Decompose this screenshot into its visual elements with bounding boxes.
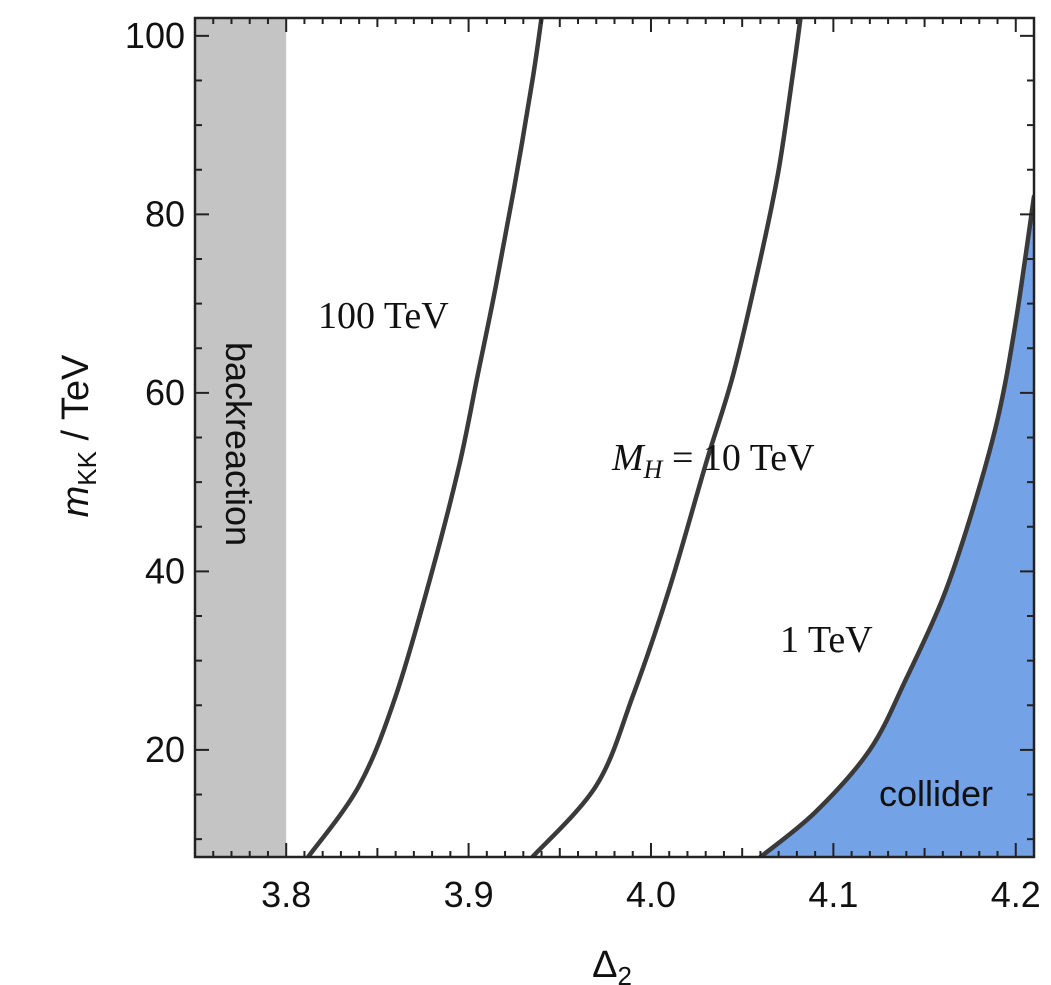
line-label-1-tev-unit: TeV: [808, 619, 873, 661]
y-tick-label-20: 20: [145, 729, 185, 770]
x-axis-title: Δ2: [592, 944, 632, 985]
y-axis-title-sub: KK: [72, 450, 102, 485]
y-axis-title: mKK / TeV: [55, 354, 102, 517]
backreaction-label: backreaction: [218, 342, 259, 546]
line-label-100-tev-unit: TeV: [384, 295, 449, 337]
line-label-10-tev-symbol: M: [611, 437, 646, 479]
x-tick-label-4-1: 4.1: [808, 874, 858, 915]
collider-label: collider: [879, 773, 993, 814]
x-axis-title-main: Δ: [592, 944, 617, 985]
axis-ticks: [194, 18, 1035, 857]
y-tick-label-60: 60: [145, 372, 185, 413]
y-tick-label-100: 100: [125, 15, 185, 56]
x-tick-label-4-0: 4.0: [626, 874, 676, 915]
line-label-10-tev-value: 10: [703, 437, 741, 479]
y-axis-title-main: m: [55, 486, 97, 518]
contour-line-10-tev: [530, 18, 803, 857]
line-label-10-tev-subscript: H: [643, 455, 664, 484]
backreaction-region: [195, 18, 287, 857]
x-axis-title-sub: 2: [617, 961, 631, 985]
y-axis-title-rest: / TeV: [55, 354, 97, 451]
line-label-100-tev-value: 100: [318, 295, 375, 337]
line-label-100-tev: 100 TeV: [318, 295, 449, 337]
line-label-10-tev-unit: TeV: [750, 437, 815, 479]
line-label-10-tev: MH = 10 TeV: [611, 437, 815, 487]
contour-line-100-tev: [305, 18, 544, 857]
contour-lines: [305, 18, 1034, 857]
line-label-1-tev-value: 1: [780, 619, 799, 661]
collider-region: [760, 196, 1034, 857]
y-tick-label-80: 80: [145, 193, 185, 234]
contour-line-1-tev: [758, 194, 1034, 857]
x-tick-label-3-8: 3.8: [261, 874, 311, 915]
x-tick-label-4-2: 4.2: [991, 874, 1041, 915]
x-tick-label-3-9: 3.9: [444, 874, 494, 915]
line-label-10-tev-equals: =: [672, 437, 693, 479]
shaded-regions: [195, 18, 1034, 857]
y-tick-label-40: 40: [145, 550, 185, 591]
line-label-1-tev: 1 TeV: [780, 619, 873, 661]
